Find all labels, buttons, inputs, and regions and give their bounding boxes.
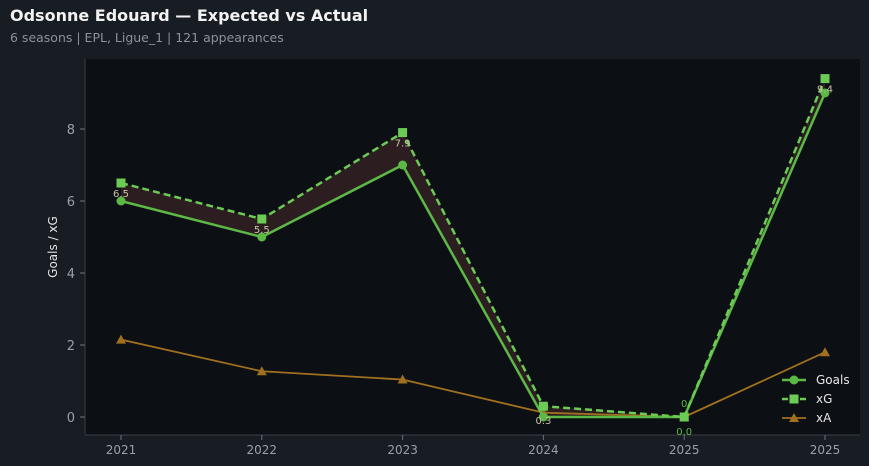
- xg-point: [257, 214, 267, 224]
- goals-point: [398, 160, 408, 170]
- x-tick-label: 2025: [810, 443, 841, 457]
- data-label: 6.5: [113, 189, 129, 200]
- data-label: 5.5: [254, 225, 270, 236]
- legend: Goals xG xA: [782, 373, 850, 425]
- data-label: 9.4: [817, 85, 833, 96]
- plot-area: [85, 59, 860, 435]
- x-tick-label: 2021: [106, 443, 137, 457]
- legend-marker-goals: [789, 375, 799, 385]
- y-tick-label: 8: [67, 123, 75, 138]
- x-tick-label: 2025: [669, 443, 700, 457]
- y-axis-label: Goals / xG: [46, 216, 60, 278]
- goals-point: [116, 196, 126, 206]
- xa-point: [820, 347, 830, 357]
- xa-series-line: [120, 338, 826, 418]
- xa-point: [256, 366, 267, 376]
- xa-point: [397, 374, 408, 384]
- y-tick-label: 2: [67, 339, 75, 354]
- data-label: 0: [681, 399, 687, 410]
- data-label: 0.0: [676, 427, 692, 438]
- y-tick-label: 4: [67, 267, 75, 282]
- chart-title: Odsonne Edouard — Expected vs Actual: [10, 6, 369, 25]
- xa-point: [116, 334, 126, 344]
- y-tick-label: 6: [67, 195, 75, 210]
- goals-point: [820, 88, 830, 98]
- xg-series-line: [120, 78, 827, 419]
- xg-point: [538, 401, 548, 411]
- y-tick-label: 0: [67, 411, 75, 426]
- legend-marker-xg: [789, 394, 799, 404]
- x-tick-label: 2023: [387, 443, 418, 457]
- legend-label: xG: [816, 392, 832, 406]
- xg-point: [398, 128, 408, 138]
- data-label: 0.3: [535, 416, 551, 427]
- xg-point: [820, 74, 830, 84]
- x-tick-label: 2024: [528, 443, 559, 457]
- goals-point: [257, 232, 267, 242]
- legend-label: xA: [816, 411, 832, 425]
- legend-marker-xa: [789, 413, 799, 422]
- xg-point: [116, 178, 126, 188]
- x-tick-label: 2022: [247, 443, 278, 457]
- data-label: 7.9: [395, 139, 411, 150]
- goals-point: [538, 412, 548, 422]
- legend-label: Goals: [816, 373, 850, 387]
- xg-point: [679, 412, 689, 422]
- chart-subtitle: 6 seasons | EPL, Ligue_1 | 121 appearanc…: [10, 30, 284, 45]
